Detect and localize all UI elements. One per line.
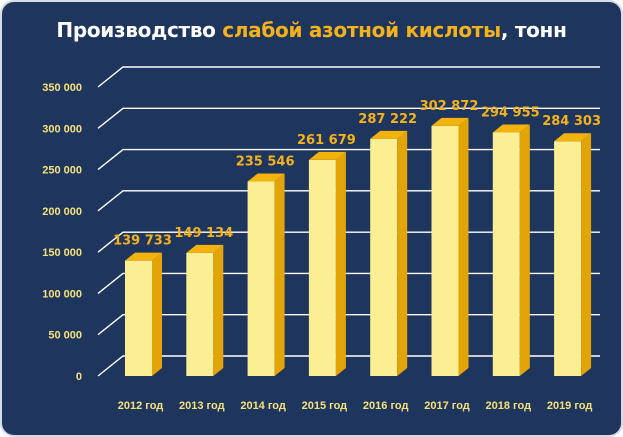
bar-top [492,124,530,133]
bar [370,138,398,376]
bar-side [458,117,469,377]
bar-side [274,173,285,376]
y-tick-label: 150 000 [42,247,82,259]
bar-side [152,252,162,376]
y-tick-label: 350 000 [42,82,82,94]
bar [125,260,152,376]
y-tick-label: 100 000 [42,288,82,300]
bar-top [308,151,346,160]
data-label: 235 546 [236,155,295,170]
bar-top [431,117,469,126]
bar [247,181,275,376]
x-tick-label: 2013 год [179,400,225,412]
data-label: 284 303 [542,114,601,129]
gridline [97,107,600,129]
x-tick-label: 2012 год [118,400,164,412]
x-tick-label: 2018 год [486,400,532,412]
x-tick-label: 2019 год [547,400,593,412]
bar [186,252,214,376]
y-tick-label: 50 000 [48,330,82,342]
bar [492,132,520,376]
bar [554,141,582,376]
x-tick-label: 2017 год [424,400,470,412]
bar [431,125,459,376]
x-tick-label: 2016 год [363,400,409,412]
chart-title-part3: , тонн [500,18,567,42]
y-tick-label: 0 [76,371,82,383]
gridline [97,66,600,88]
x-tick-label: 2014 год [240,400,286,412]
bar-side [581,133,592,376]
bar-side [335,151,346,376]
bar-side [397,130,408,376]
y-tick-label: 250 000 [42,165,82,177]
bar-top [125,252,162,261]
data-label: 149 134 [174,226,233,241]
data-label: 294 955 [481,105,540,120]
y-tick-label: 200 000 [42,206,82,218]
x-tick-label: 2015 год [302,400,348,412]
bar-top [247,173,285,182]
chart-title: Производство слабой азотной кислоты, тон… [0,18,623,42]
data-label: 261 679 [297,133,356,148]
chart-title-highlight: слабой азотной кислоты [222,18,501,42]
y-tick-label: 300 000 [42,123,82,135]
data-label: 302 872 [420,99,479,114]
bar-top [370,130,408,139]
bar-top [554,133,592,142]
data-label: 287 222 [358,112,417,127]
bar-side [519,124,530,376]
bar-top [186,244,224,253]
bar [308,159,336,376]
data-label: 139 733 [113,234,172,249]
chart-title-part1: Производство [56,18,223,42]
bar-side [213,244,224,376]
